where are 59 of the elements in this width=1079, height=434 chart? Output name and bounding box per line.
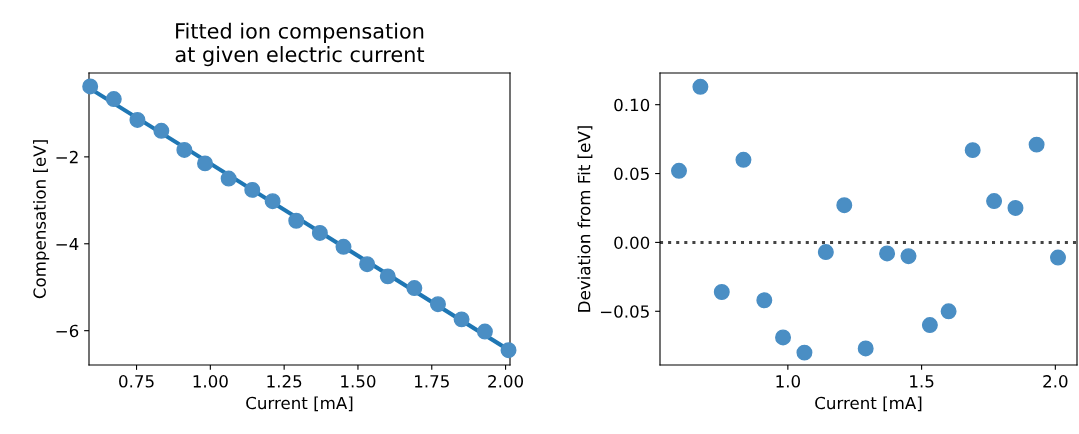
- y-tick-label: −6: [56, 324, 79, 338]
- point: [817, 244, 834, 261]
- point: [836, 197, 853, 214]
- point: [857, 340, 874, 357]
- point: [197, 155, 214, 172]
- point: [335, 238, 352, 255]
- point: [176, 141, 193, 158]
- point: [359, 256, 376, 273]
- point: [735, 151, 752, 168]
- point: [105, 91, 122, 108]
- point: [288, 212, 305, 229]
- point: [220, 170, 237, 187]
- y-tick-label: 0.05: [614, 167, 649, 181]
- point: [129, 111, 146, 128]
- x-tick-label: 1.00: [193, 375, 228, 388]
- x-axis-title: Current [mA]: [246, 396, 353, 412]
- point: [429, 296, 446, 313]
- point: [153, 122, 170, 139]
- point: [671, 162, 687, 179]
- point: [879, 245, 896, 262]
- point: [379, 268, 396, 285]
- y-tick-label: 0.10: [614, 98, 650, 112]
- point: [406, 280, 423, 297]
- point: [713, 284, 730, 300]
- point: [1028, 136, 1045, 153]
- x-tick-label: 2.0: [1043, 375, 1068, 388]
- x-tick-label: 1.5: [910, 375, 934, 388]
- x-tick-label: 1.0: [776, 375, 800, 388]
- point: [940, 303, 957, 320]
- x-tick-label: 1.25: [267, 375, 302, 388]
- y-axis-title: Compensation [eV]: [33, 140, 50, 299]
- point: [796, 344, 813, 361]
- point: [692, 78, 709, 95]
- point: [264, 193, 281, 210]
- point: [476, 323, 493, 340]
- point: [964, 142, 981, 159]
- x-tick-label: 1.75: [415, 375, 449, 388]
- point: [986, 193, 1003, 210]
- point: [500, 342, 517, 359]
- point: [311, 224, 328, 241]
- point: [244, 181, 261, 198]
- x-axis-title: Current [mA]: [815, 396, 922, 412]
- point: [82, 78, 99, 95]
- point: [1007, 200, 1024, 216]
- point: [775, 329, 792, 346]
- point: [921, 317, 938, 334]
- y-tick-label: 0.00: [614, 236, 650, 249]
- x-tick-label: 2.00: [488, 375, 524, 388]
- y-axis-title: Deviation from Fit [eV]: [577, 126, 593, 312]
- y-tick-label: −0.05: [600, 305, 649, 318]
- point: [453, 311, 470, 328]
- point: [756, 292, 773, 309]
- chart-title: Fitted ion compensation at given electric current: [175, 22, 425, 67]
- y-tick-label: −2: [56, 150, 78, 164]
- point: [1050, 249, 1066, 266]
- y-tick-label: −4: [56, 237, 79, 251]
- x-tick-label: 1.50: [341, 375, 376, 388]
- x-tick-label: 0.75: [119, 375, 154, 388]
- point: [900, 248, 917, 265]
